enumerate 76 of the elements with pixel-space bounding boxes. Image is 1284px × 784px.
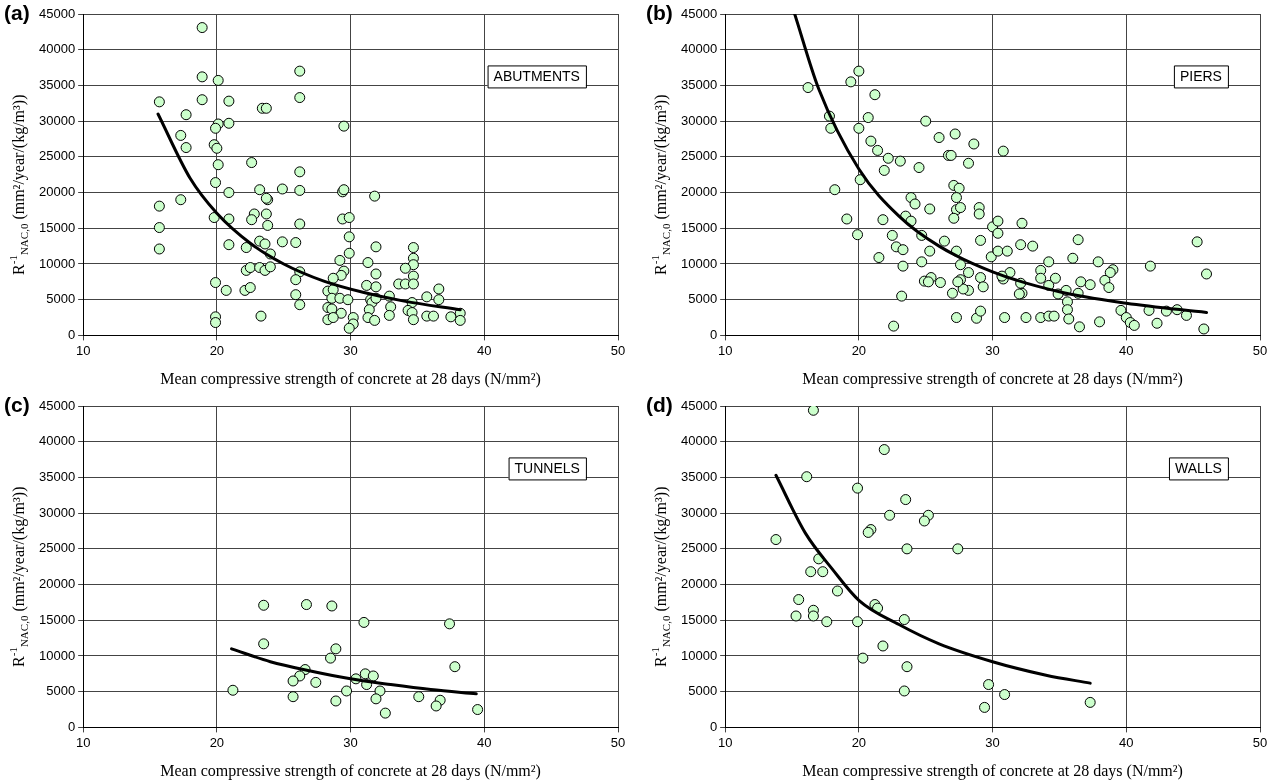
x-tick-label: 50 bbox=[610, 342, 626, 358]
annotation: ABUTMENTS bbox=[493, 68, 580, 85]
x-tick-label: 10 bbox=[717, 734, 733, 750]
x-tick-label: 50 bbox=[610, 734, 626, 750]
x-tick-label: 20 bbox=[851, 342, 867, 358]
chart-title: (c) bbox=[4, 393, 30, 417]
annotation: WALLS bbox=[1174, 460, 1222, 477]
y-axis-title: R-1NAC,0 (mm²/year/(kg/m³)) bbox=[649, 94, 673, 275]
y-tick-label: 35000 bbox=[38, 77, 76, 92]
y-tick-label: 0 bbox=[709, 326, 718, 342]
y-tick-label: 30000 bbox=[38, 112, 76, 128]
x-axis-title: Mean compressive strength of concrete at 28 days (N/mm²) bbox=[160, 762, 541, 781]
y-tick-label: 20000 bbox=[680, 184, 718, 200]
y-tick-label: 20000 bbox=[38, 576, 76, 592]
annotation: TUNNELS bbox=[514, 460, 580, 477]
y-axis-title: R-1NAC,0 (mm²/year/(kg/m³)) bbox=[7, 486, 31, 667]
y-tick-label: 0 bbox=[709, 718, 718, 734]
x-tick-label: 10 bbox=[75, 342, 91, 358]
y-tick-label: 10000 bbox=[680, 255, 718, 271]
x-tick-label: 20 bbox=[209, 734, 225, 750]
y-tick-label: 0 bbox=[67, 326, 76, 342]
y-tick-label: 10000 bbox=[680, 647, 718, 663]
y-tick-label: 45000 bbox=[680, 397, 718, 413]
x-tick-label: 10 bbox=[717, 342, 733, 358]
y-tick-label: 25000 bbox=[680, 540, 718, 556]
y-tick-label: 40000 bbox=[680, 41, 718, 57]
x-tick-label: 30 bbox=[343, 342, 358, 358]
y-tick-label: 40000 bbox=[38, 433, 76, 449]
x-tick-label: 50 bbox=[1252, 342, 1268, 358]
x-tick-label: 50 bbox=[1252, 734, 1268, 750]
x-axis-title: Mean compressive strength of concrete at 28 days (N/mm²) bbox=[160, 370, 541, 389]
x-tick-label: 30 bbox=[985, 342, 1000, 358]
y-tick-label: 5000 bbox=[46, 683, 76, 699]
y-tick-label: 5000 bbox=[46, 291, 76, 307]
y-tick-label: 5000 bbox=[688, 683, 718, 699]
y-tick-label: 25000 bbox=[680, 148, 718, 164]
y-tick-label: 30000 bbox=[38, 504, 76, 520]
y-tick-label: 35000 bbox=[38, 469, 76, 484]
y-tick-label: 45000 bbox=[680, 5, 718, 21]
y-tick-label: 15000 bbox=[38, 611, 76, 627]
x-tick-label: 10 bbox=[75, 734, 91, 750]
y-tick-label: 45000 bbox=[38, 397, 76, 413]
x-tick-label: 30 bbox=[985, 734, 1000, 750]
y-tick-label: 45000 bbox=[38, 5, 76, 21]
chart-title: (d) bbox=[646, 393, 673, 417]
x-tick-label: 30 bbox=[343, 734, 358, 750]
annotation: PIERS bbox=[1179, 68, 1222, 85]
x-tick-label: 20 bbox=[851, 734, 867, 750]
y-tick-label: 15000 bbox=[680, 219, 718, 235]
y-tick-label: 40000 bbox=[38, 41, 76, 57]
y-tick-label: 30000 bbox=[680, 504, 718, 520]
y-tick-label: 10000 bbox=[38, 255, 76, 271]
x-tick-label: 20 bbox=[209, 342, 225, 358]
x-tick-label: 40 bbox=[477, 342, 492, 358]
y-tick-label: 35000 bbox=[680, 77, 718, 92]
x-axis-title: Mean compressive strength of concrete at 28 days (N/mm²) bbox=[802, 370, 1183, 389]
y-tick-label: 5000 bbox=[688, 291, 718, 307]
y-tick-label: 25000 bbox=[38, 540, 76, 556]
y-tick-label: 30000 bbox=[680, 112, 718, 128]
chart-title: (b) bbox=[646, 1, 673, 25]
y-tick-label: 10000 bbox=[38, 647, 76, 663]
chart-title: (a) bbox=[4, 1, 30, 25]
x-axis-title: Mean compressive strength of concrete at 28 days (N/mm²) bbox=[802, 762, 1183, 781]
y-tick-label: 35000 bbox=[680, 469, 718, 484]
x-tick-label: 40 bbox=[1119, 734, 1134, 750]
y-tick-label: 25000 bbox=[38, 148, 76, 164]
y-tick-label: 20000 bbox=[680, 576, 718, 592]
x-tick-label: 40 bbox=[477, 734, 492, 750]
y-tick-label: 15000 bbox=[680, 611, 718, 627]
y-axis-title: R-1NAC,0 (mm²/year/(kg/m³)) bbox=[649, 486, 673, 667]
y-tick-label: 40000 bbox=[680, 433, 718, 449]
y-axis-title: R-1NAC,0 (mm²/year/(kg/m³)) bbox=[7, 94, 31, 275]
y-tick-label: 0 bbox=[67, 718, 76, 734]
x-tick-label: 40 bbox=[1119, 342, 1134, 358]
y-tick-label: 15000 bbox=[38, 219, 76, 235]
y-tick-label: 20000 bbox=[38, 184, 76, 200]
